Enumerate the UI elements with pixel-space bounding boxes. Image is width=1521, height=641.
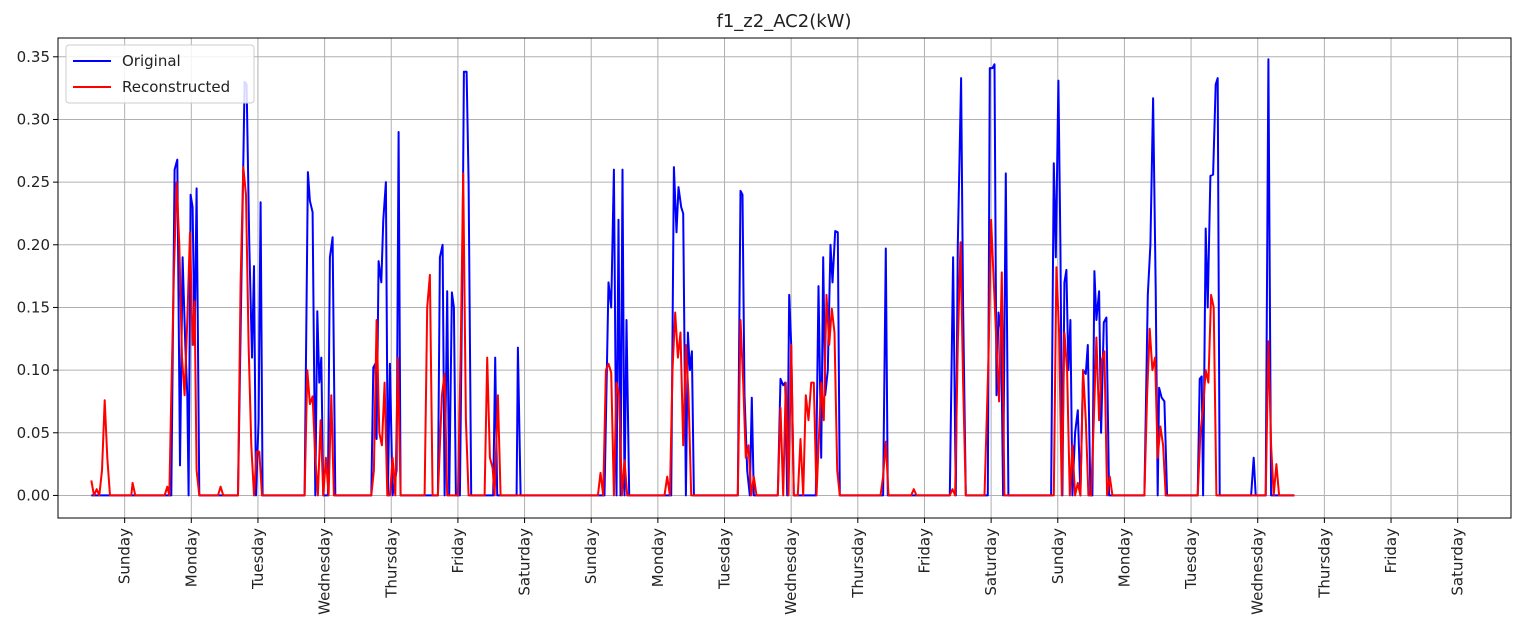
x-tick-label: Monday — [182, 528, 200, 587]
y-tick-label: 0.10 — [17, 361, 50, 379]
x-tick-label: Monday — [649, 528, 667, 587]
x-tick-label: Saturday — [516, 528, 534, 596]
y-tick-label: 0.30 — [17, 110, 50, 128]
x-tick-label: Friday — [449, 528, 467, 574]
y-axis: 0.00 0.05 0.10 0.15 0.20 0.25 0.30 0.35 — [17, 48, 58, 504]
y-tick-label: 0.00 — [17, 486, 50, 504]
legend-label-original: Original — [122, 52, 181, 70]
x-tick-label: Wednesday — [316, 528, 334, 615]
x-tick-label: Wednesday — [782, 528, 800, 615]
x-tick-label: Tuesday — [716, 528, 734, 590]
x-tick-label: Thursday — [849, 528, 867, 599]
y-tick-label: 0.05 — [17, 424, 50, 442]
series-lines — [90, 58, 1295, 497]
y-tick-label: 0.25 — [17, 173, 50, 191]
y-tick-label: 0.15 — [17, 298, 50, 316]
grid — [58, 38, 1511, 518]
x-tick-label: Wednesday — [1249, 528, 1267, 615]
plot-frame — [57, 37, 1512, 519]
x-tick-label: Sunday — [582, 528, 600, 584]
legend-frame — [65, 44, 255, 104]
legend: Original Reconstructed — [65, 44, 255, 104]
x-tick-label: Friday — [1382, 528, 1400, 574]
x-tick-label: Sunday — [1049, 528, 1067, 584]
series-line-original — [91, 58, 1295, 497]
y-tick-label: 0.35 — [17, 48, 50, 66]
x-tick-label: Monday — [1115, 528, 1133, 587]
x-tick-label: Sunday — [116, 528, 134, 584]
series-line-reconstructed — [90, 166, 1295, 497]
x-tick-label: Tuesday — [249, 528, 267, 590]
legend-label-reconstructed: Reconstructed — [122, 78, 230, 96]
x-tick-label: Thursday — [382, 528, 400, 599]
x-tick-label: Tuesday — [1182, 528, 1200, 590]
x-tick-label: Friday — [915, 528, 933, 574]
x-axis: Sunday Monday Tuesday Wednesday Thursday Frid… — [116, 518, 1467, 615]
x-tick-label: Saturday — [982, 528, 1000, 596]
x-tick-label: Saturday — [1449, 528, 1467, 596]
x-tick-label: Thursday — [1315, 528, 1333, 599]
y-tick-label: 0.20 — [17, 236, 50, 254]
chart-title: f1_z2_AC2(kW) — [717, 11, 852, 32]
